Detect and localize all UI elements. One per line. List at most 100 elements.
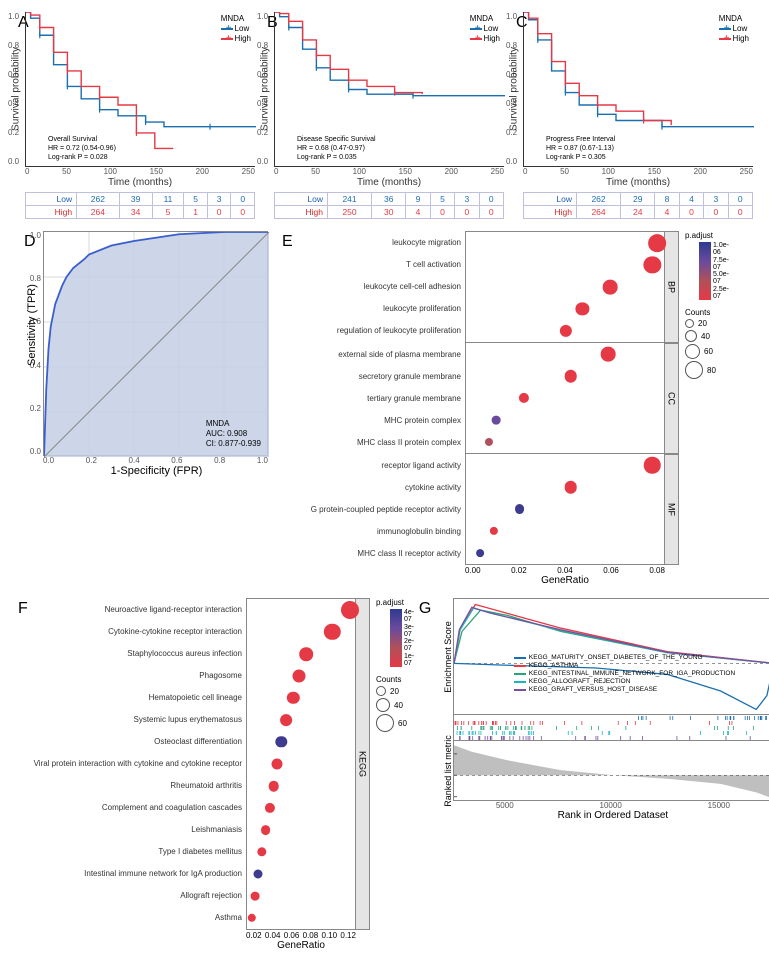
dot-x-axis-label: GeneRatio [246,940,356,951]
gsea-legend: KEGG_MATURITY_ONSET_DIABETES_OF_THE_YOUN… [514,654,735,694]
gsea-enrichment-plot: Enrichment ScoreKEGG_MATURITY_ONSET_DIAB… [454,599,769,714]
panel-C: C1.00.80.60.40.20.0Survival probabilityM… [510,12,753,219]
gsea-tick-marks [454,714,769,740]
panel-label: F [18,600,28,618]
km-legend: MNDA+Low+High [719,14,749,44]
panel-F: FNeuroactive ligand-receptor interaction… [12,598,407,951]
enrichment-term [466,365,664,387]
enrichment-term [466,254,664,276]
enrichment-term [247,797,355,819]
enrichment-dot [299,647,313,661]
enrichment-dot [490,527,498,535]
enrichment-term [247,665,355,687]
enrichment-dot [276,736,287,747]
enrichment-term [247,863,355,885]
enrichment-dot [341,601,359,619]
enrichment-term [466,343,664,365]
enrichment-term [247,599,355,621]
enrichment-term [466,276,664,298]
facet-strip: CC [665,343,679,454]
facet-strip: MF [665,454,679,565]
gsea-x-axis-label: Rank in Ordered Dataset [453,810,769,821]
enrichment-dot [644,256,661,273]
km-x-axis-label: Time (months) [25,177,255,188]
panel-E: Eleukocyte migrationT cell activationleu… [276,231,757,586]
enrichment-legend: p.adjust1.0e-067.5e-075.0e-072.5e-07Coun… [685,231,716,565]
roc-x-axis-label: 1-Specificity (FPR) [43,465,270,477]
km-stats: Overall SurvivalHR = 0.72 (0.54-0.96)Log… [48,135,116,162]
km-plot: 1.00.80.60.40.20.0Survival probabilityMN… [274,12,504,167]
enrichment-term [466,498,664,520]
panel-B: B1.00.80.60.40.20.0Survival probabilityM… [261,12,504,219]
panel-label: G [419,600,431,618]
enrichment-dot [492,416,501,425]
roc-y-axis-label: Sensitivity (TPR) [26,284,38,366]
enrichment-dot [560,325,572,337]
km-legend: MNDA+Low+High [221,14,251,44]
enrichment-dot [565,370,578,383]
enrichment-term [466,320,664,342]
enrichment-term [466,409,664,431]
roc-stats: MNDAAUC: 0.908CI: 0.877-0.939 [206,419,261,449]
enrichment-term [247,775,355,797]
enrichment-term [466,298,664,320]
enrichment-dot [261,825,271,835]
enrichment-term [247,885,355,907]
enrichment-term [466,431,664,453]
enrichment-dot [485,438,493,446]
enrichment-dot [250,892,259,901]
enrichment-dot [648,234,666,252]
panel-label: E [282,233,293,251]
enrichment-dot [253,870,262,879]
enrichment-term [466,232,664,254]
roc-plot: MNDAAUC: 0.908CI: 0.877-0.939 [43,231,268,456]
enrichment-dot [287,692,299,704]
enrichment-term [247,687,355,709]
enrichment-dot [476,549,484,557]
enrichment-dot [603,280,618,295]
gsea-y-axis-label: Enrichment Score [443,621,453,693]
km-x-axis-label: Time (months) [523,177,753,188]
enrichment-term [466,387,664,409]
enrichment-term [466,476,664,498]
km-stats: Progress Free IntervalHR = 0.87 (0.67-1.… [546,135,615,162]
enrichment-legend: p.adjust4e-073e-072e-071e-07Counts204060 [376,598,407,930]
facet-strip: BP [665,231,679,343]
enrichment-term [247,709,355,731]
enrichment-dot [293,670,306,683]
enrichment-term [247,643,355,665]
enrichment-dot [280,714,292,726]
risk-table: Low262298430High264244000 [523,192,753,219]
enrichment-dot [257,847,266,856]
enrichment-dot [644,457,661,474]
km-y-axis-label: Survival probability [11,47,22,131]
enrichment-dot [272,759,283,770]
enrichment-dot [565,481,578,494]
panel-G: GEnrichment ScoreKEGG_MATURITY_ONSET_DIA… [413,598,769,951]
enrichment-term [247,621,355,643]
enrichment-dot [576,302,589,315]
enrichment-dot [515,504,525,514]
km-stats: Disease Specific SurvivalHR = 0.68 (0.47… [297,135,376,162]
km-plot: 1.00.80.60.40.20.0Survival probabilityMN… [25,12,255,167]
enrichment-term [466,542,664,564]
km-y-axis-label: Survival probability [509,47,520,131]
enrichment-dot [248,914,256,922]
enrichment-dot [324,624,340,640]
km-x-axis-label: Time (months) [274,177,504,188]
enrichment-term [247,841,355,863]
panel-A: A1.00.80.60.40.20.0Survival probabilityM… [12,12,255,219]
enrichment-dot [264,803,274,813]
enrichment-term [247,907,355,929]
km-legend: MNDA+Low+High [470,14,500,44]
enrichment-term [466,520,664,542]
km-y-axis-label: Survival probability [260,47,271,131]
enrichment-term [247,731,355,753]
enrichment-term [247,819,355,841]
risk-table: Low241369530High250304000 [274,192,504,219]
enrichment-term [247,753,355,775]
km-plot: 1.00.80.60.40.20.0Survival probabilityMN… [523,12,753,167]
enrichment-term [466,454,664,476]
gsea-rank-plot: Ranked list metric [454,740,769,800]
gsea-rank-y-axis-label: Ranked list metric [443,735,453,807]
